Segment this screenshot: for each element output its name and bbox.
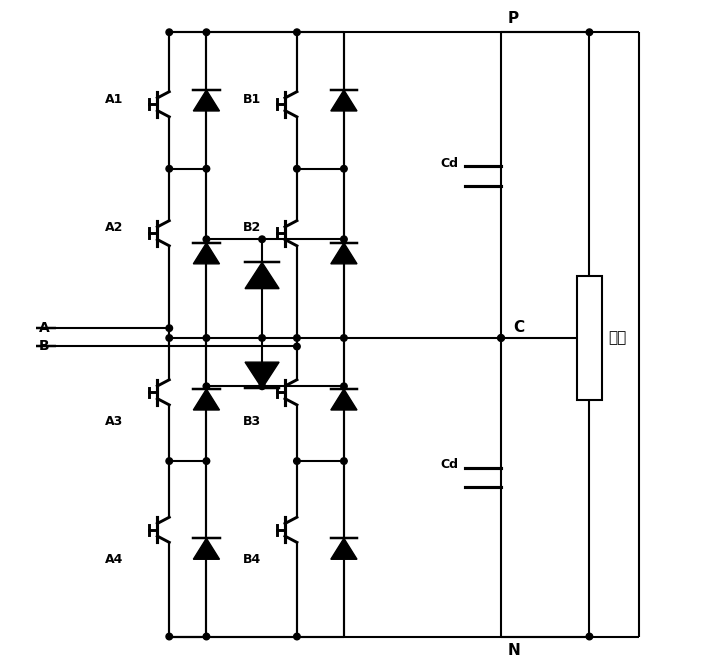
Text: Cd: Cd	[441, 157, 458, 170]
Circle shape	[203, 383, 210, 390]
Text: B1: B1	[243, 92, 261, 106]
Text: N: N	[508, 643, 521, 658]
Circle shape	[166, 335, 173, 341]
Circle shape	[293, 343, 300, 350]
Text: A1: A1	[105, 92, 124, 106]
Circle shape	[293, 457, 300, 464]
Circle shape	[166, 165, 173, 172]
Text: A: A	[39, 321, 49, 335]
Polygon shape	[245, 362, 279, 388]
Text: 负载: 负载	[608, 331, 627, 345]
Circle shape	[586, 633, 593, 640]
Polygon shape	[193, 539, 219, 559]
Polygon shape	[331, 243, 357, 264]
Circle shape	[586, 29, 593, 35]
Text: B4: B4	[243, 552, 261, 566]
Circle shape	[293, 633, 300, 640]
Text: B: B	[39, 339, 49, 353]
Circle shape	[203, 633, 210, 640]
Text: A4: A4	[105, 552, 124, 566]
Bar	[577, 276, 602, 400]
Circle shape	[258, 335, 266, 341]
Circle shape	[166, 325, 173, 331]
Text: A3: A3	[105, 415, 124, 428]
Circle shape	[341, 165, 347, 172]
Circle shape	[293, 165, 300, 172]
Text: Cd: Cd	[441, 458, 458, 471]
Text: C: C	[513, 319, 524, 335]
Text: A2: A2	[105, 222, 124, 234]
Circle shape	[293, 335, 300, 341]
Circle shape	[341, 383, 347, 390]
Polygon shape	[193, 243, 219, 264]
Text: B3: B3	[243, 415, 261, 428]
Circle shape	[341, 335, 347, 341]
Circle shape	[203, 335, 210, 341]
Circle shape	[203, 457, 210, 464]
Circle shape	[498, 335, 504, 341]
Circle shape	[341, 236, 347, 242]
Polygon shape	[331, 90, 357, 111]
Polygon shape	[245, 262, 279, 289]
Circle shape	[203, 236, 210, 242]
Text: B2: B2	[243, 222, 261, 234]
Circle shape	[166, 457, 173, 464]
Circle shape	[166, 29, 173, 35]
Polygon shape	[331, 539, 357, 559]
Circle shape	[203, 165, 210, 172]
Circle shape	[293, 29, 300, 35]
Circle shape	[203, 29, 210, 35]
Polygon shape	[331, 389, 357, 410]
Circle shape	[258, 383, 266, 390]
Circle shape	[166, 633, 173, 640]
Polygon shape	[193, 90, 219, 111]
Text: P: P	[508, 11, 518, 26]
Polygon shape	[193, 389, 219, 410]
Circle shape	[341, 457, 347, 464]
Circle shape	[258, 236, 266, 242]
Circle shape	[498, 335, 504, 341]
